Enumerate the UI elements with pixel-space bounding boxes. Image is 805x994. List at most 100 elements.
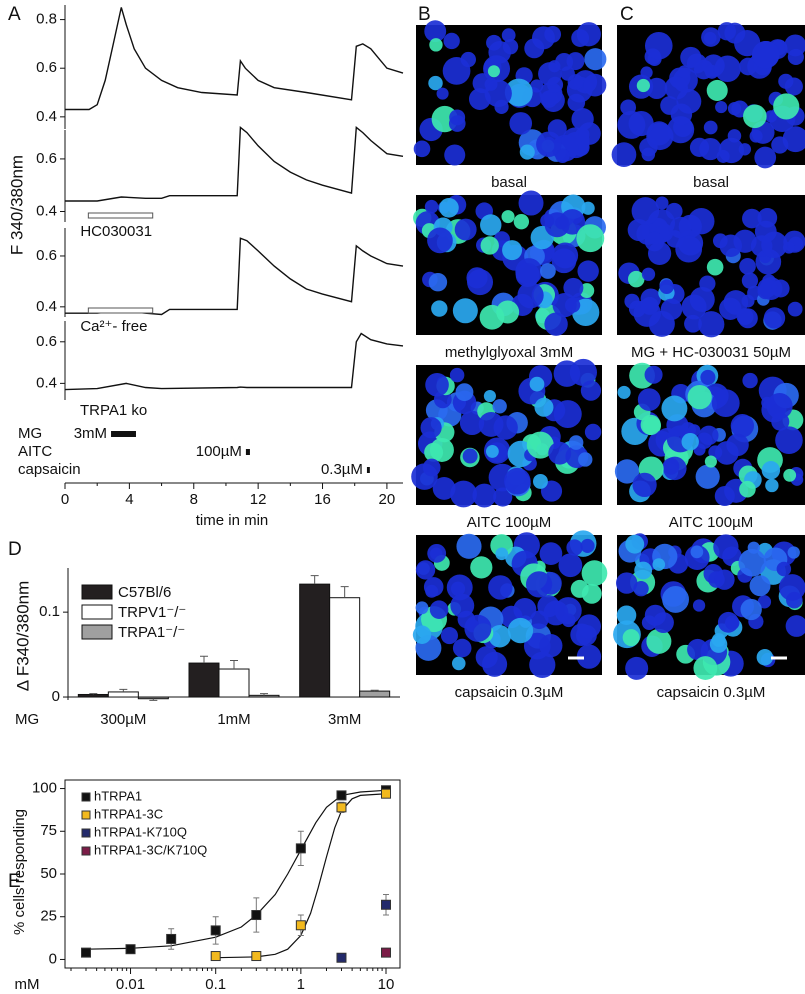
cell [502, 38, 519, 55]
cell [773, 93, 800, 120]
cell [472, 483, 497, 508]
cell [483, 389, 496, 403]
cell [415, 601, 429, 615]
cell [558, 553, 583, 578]
cell [576, 644, 602, 669]
cell [703, 31, 717, 45]
error-bar [260, 693, 268, 696]
cell [625, 534, 645, 554]
cell [711, 389, 740, 417]
cell [529, 376, 545, 392]
micrograph [413, 20, 607, 166]
cell [764, 110, 778, 123]
cell [413, 140, 431, 158]
cell [513, 214, 530, 230]
cell [568, 435, 584, 450]
stimulus-bar [366, 467, 370, 473]
cell [662, 457, 680, 475]
cell [451, 656, 466, 671]
cell [538, 62, 562, 86]
cell [424, 20, 447, 43]
panel-letter: E [8, 871, 21, 892]
stimulus-label: capsaicin [18, 461, 81, 478]
y-tick-label: 75 [40, 822, 57, 839]
micrograph [412, 530, 608, 678]
micrograph [617, 195, 805, 338]
trace [65, 7, 404, 111]
cell [675, 235, 703, 263]
fit-curve [215, 793, 387, 959]
bar [248, 694, 280, 698]
x-tick-label: 16 [314, 491, 331, 508]
cell [537, 595, 560, 618]
x-tick-label: 300µM [100, 711, 146, 728]
image-caption: methylglyoxal 3mM [445, 344, 573, 361]
y-tick-label: 0 [49, 950, 57, 967]
y-axis-label: % cells responding [11, 809, 28, 935]
cell [452, 638, 472, 658]
cell [427, 227, 453, 254]
cell [584, 423, 602, 441]
cell [727, 129, 742, 143]
cell [539, 263, 556, 279]
x-tick-label: 0.01 [116, 976, 145, 993]
cell [504, 78, 533, 107]
cell [576, 224, 605, 253]
cell [443, 32, 460, 50]
bar [359, 690, 391, 698]
stimulus-label: AITC [18, 443, 52, 460]
cell [617, 385, 631, 399]
cell [539, 542, 563, 566]
cell [655, 196, 669, 210]
bar [188, 662, 220, 698]
cell [641, 267, 656, 281]
cell [637, 388, 661, 411]
cell [439, 197, 459, 218]
cell [644, 231, 665, 252]
cell [427, 543, 447, 563]
legend-label: TRPA1⁻/⁻ [118, 624, 185, 641]
cell [584, 48, 607, 71]
image-caption: basal [693, 174, 729, 191]
x-tick-label: 10 [378, 976, 395, 993]
cell [786, 591, 803, 609]
cell [570, 623, 593, 646]
annotation: TRPA1 ko [80, 402, 147, 419]
marker [210, 951, 221, 962]
cell [687, 638, 709, 661]
error-bar [340, 586, 349, 598]
y-tick-label: 0.4 [36, 202, 57, 219]
cell [766, 393, 793, 420]
cell [632, 472, 657, 498]
bar [218, 668, 250, 698]
panel-letter: B [418, 4, 431, 25]
cell [464, 614, 492, 642]
cell [652, 558, 666, 571]
cell [456, 533, 482, 559]
cell [713, 534, 739, 560]
marker [336, 952, 347, 963]
cell [690, 545, 704, 559]
cell [425, 373, 449, 397]
marker [210, 925, 221, 936]
image-caption: MG + HC-030031 50µM [631, 344, 791, 361]
marker [381, 899, 392, 910]
cell [763, 307, 786, 329]
micrograph [614, 362, 805, 507]
x-tick-label: 3mM [328, 711, 361, 728]
cell [462, 448, 478, 464]
image-caption: capsaicin 0.3µM [455, 684, 564, 701]
cell [519, 144, 535, 160]
cell [544, 25, 562, 43]
cell [644, 365, 663, 384]
cell [517, 282, 544, 309]
y-tick-label: 25 [40, 908, 57, 925]
cell [478, 412, 504, 437]
y-tick-label: 100 [32, 780, 57, 797]
cell [578, 122, 601, 145]
cell [424, 442, 444, 462]
x-tick-label: 12 [250, 491, 267, 508]
y-tick-label: 0.4 [36, 108, 57, 125]
legend-label: hTRPA1-K710Q [94, 824, 187, 839]
